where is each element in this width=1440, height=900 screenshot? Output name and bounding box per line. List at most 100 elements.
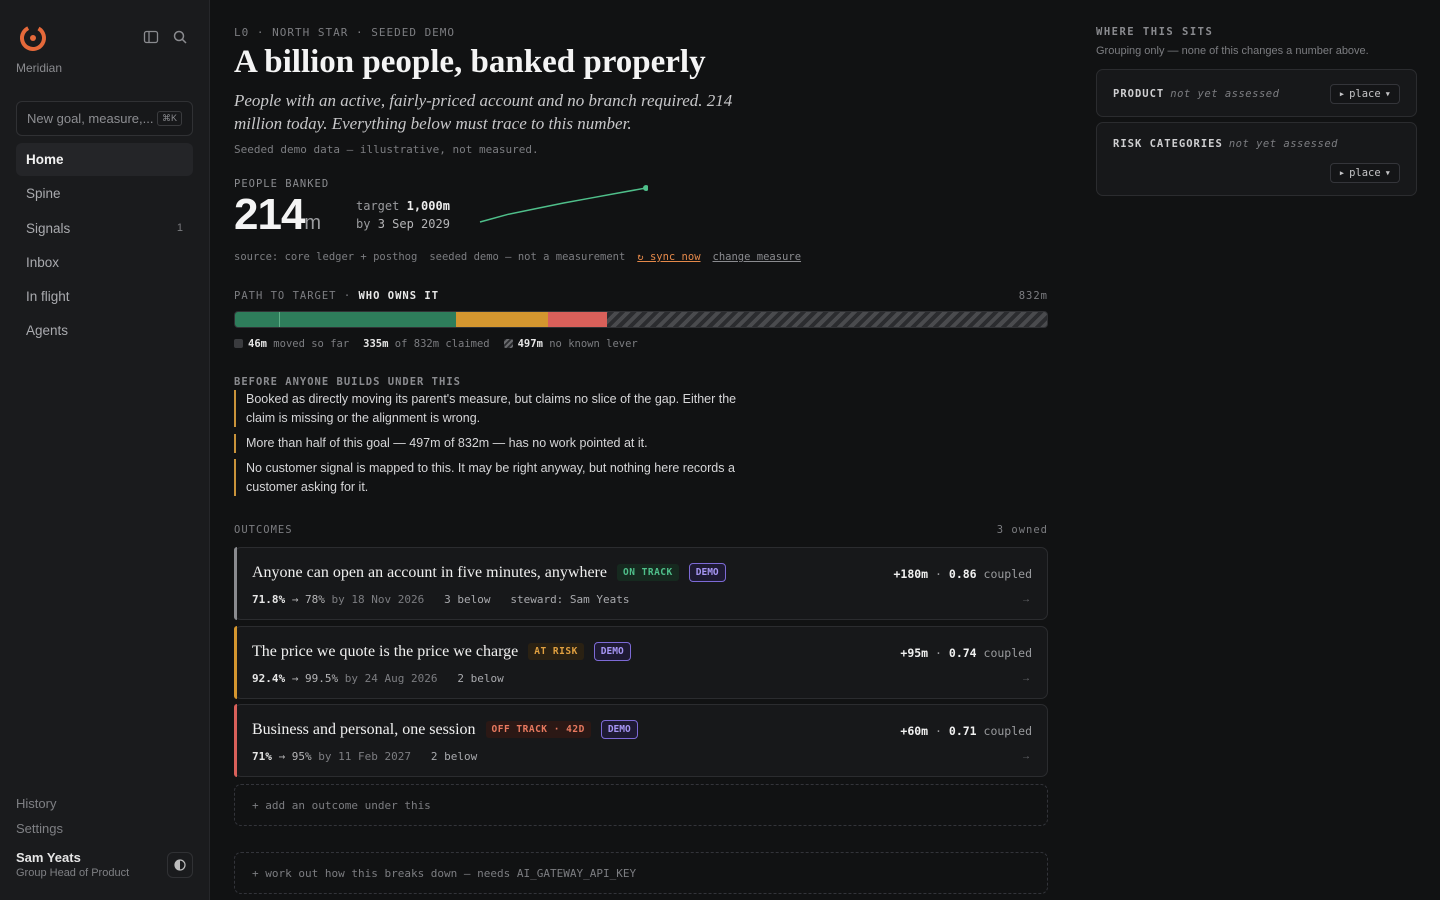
target-value: 1,000m (406, 199, 450, 213)
outcomes-heading: OUTCOMES (234, 524, 293, 536)
outcome-title-row: Business and personal, one session OFF TR… (252, 720, 638, 739)
sidebar-item-signals[interactable]: Signals 1 (16, 212, 193, 245)
card-label: RISK CATEGORIES (1113, 138, 1223, 150)
outcome-title: The price we quote is the price we charg… (252, 642, 519, 660)
outcome-meta: 71% → 95% by 11 Feb 2027 2 below (252, 750, 497, 763)
path-segment (235, 312, 280, 327)
demo-badge: DEMO (593, 642, 631, 661)
new-goal-search-input[interactable]: New goal, measure,... ⌘K (16, 101, 193, 136)
sidebar-item-inbox[interactable]: Inbox (16, 246, 193, 279)
outcome-below-count: 3 below (444, 593, 491, 606)
outcome-date: by 24 Aug 2026 (344, 672, 438, 685)
demo-badge: DEMO (600, 720, 638, 739)
outcome-below-count: 2 below (457, 672, 504, 685)
sidebar: Meridian New goal, measure,... ⌘K Home S… (0, 0, 210, 900)
sidebar-item-label: Inbox (26, 254, 60, 270)
main-content: L0 · NORTH STAR · SEEDED DEMO A billion … (234, 0, 1048, 900)
sync-now-link[interactable]: ↻ sync now (637, 251, 701, 263)
outcome-card[interactable]: The price we quote is the price we charg… (234, 626, 1048, 699)
contrast-icon (174, 859, 186, 871)
path-total: 832m (1018, 290, 1048, 302)
path-segment (548, 312, 607, 327)
sidebar-item-in-flight[interactable]: In flight (16, 280, 193, 313)
outcome-steward: steward: Sam Yeats (510, 593, 630, 606)
metric-source-row: source: core ledger + posthog seeded dem… (234, 251, 801, 263)
add-outcome-label: + add an outcome under this (252, 798, 431, 812)
add-outcome-button[interactable]: + add an outcome under this (234, 784, 1048, 826)
history-link[interactable]: History (16, 796, 57, 811)
coupled-value: 0.86 (948, 567, 977, 581)
card-status: not yet assessed (1170, 88, 1280, 100)
impact-value: +60m (900, 724, 929, 738)
place-button[interactable]: ▸ place ▾ (1329, 84, 1400, 104)
warning-item: Booked as directly moving its parent's m… (234, 390, 754, 427)
theme-toggle-button[interactable] (167, 852, 193, 878)
metric-number: 214 (234, 190, 305, 239)
path-owner-label: WHO OWNS IT (358, 290, 440, 302)
outcomes-header: OUTCOMES 3 owned (234, 524, 1048, 536)
metric-source: source: core ledger + posthog (234, 251, 418, 263)
product-label: PRODUCT not yet assessed (1113, 88, 1279, 100)
outcome-card[interactable]: Business and personal, one session OFF TR… (234, 704, 1048, 777)
outcome-current: 92.4% (252, 672, 286, 685)
legend-swatch (234, 339, 243, 348)
outcome-target: → 95% (278, 750, 312, 763)
status-badge: AT RISK (528, 643, 584, 660)
impact-value: +95m (900, 646, 929, 660)
sidebar-item-label: Signals (26, 220, 71, 236)
outcome-card[interactable]: Anyone can open an account in five minut… (234, 547, 1048, 620)
sidebar-toggle-icon[interactable] (143, 29, 159, 45)
target-date: 3 Sep 2029 (377, 217, 450, 231)
coupled-value: 0.71 (948, 724, 977, 738)
coupled-value: 0.74 (948, 646, 977, 660)
warning-item: More than half of this goal — 497m of 83… (234, 434, 754, 453)
outcome-current: 71% (252, 750, 272, 763)
panel-subtitle: Grouping only — none of this changes a n… (1096, 45, 1369, 57)
trend-sparkline (479, 185, 648, 223)
meridian-logo-icon[interactable] (18, 22, 48, 52)
search-icon[interactable] (172, 29, 188, 45)
status-badge: ON TRACK (616, 564, 679, 581)
path-label: PATH TO TARGET (234, 290, 337, 302)
page-title: A billion people, banked properly (234, 44, 706, 80)
settings-link[interactable]: Settings (16, 821, 63, 836)
sidebar-item-agents[interactable]: Agents (16, 314, 193, 347)
breadcrumb: L0 · NORTH STAR · SEEDED DEMO (234, 26, 456, 39)
sidebar-item-home[interactable]: Home (16, 143, 193, 176)
metric-note: seeded demo — not a measurement (429, 251, 626, 263)
outcome-impact: +60m · 0.71 coupled (900, 724, 1032, 738)
sidebar-item-label: Agents (26, 323, 69, 339)
arrow-right-icon: → (1021, 673, 1031, 684)
legend-text: no known lever (549, 338, 638, 350)
chevron-down-icon: ▾ (1384, 88, 1391, 100)
legend-swatch-hatched (503, 339, 513, 348)
risk-label: RISK CATEGORIES not yet assessed (1113, 138, 1338, 150)
path-header: PATH TO TARGET · WHO OWNS IT 832m (234, 290, 1048, 302)
place-label: place (1349, 88, 1381, 100)
outcome-impact: +180m · 0.86 coupled (893, 567, 1032, 581)
metric-label: PEOPLE BANKED (234, 178, 330, 190)
status-accent-bar (234, 547, 237, 620)
legend-text: of 832m claimed (394, 338, 490, 350)
target-prefix: target (356, 199, 400, 213)
legend-claimed: 335m of 832m claimed (363, 338, 489, 350)
outcome-title-row: The price we quote is the price we charg… (252, 642, 631, 661)
coupled-label: coupled (983, 724, 1032, 738)
sidebar-item-spine[interactable]: Spine (16, 177, 193, 210)
legend-value: 335m (363, 338, 389, 350)
path-to-target-bar (234, 311, 1048, 328)
breakdown-button[interactable]: + work out how this breaks down — needs … (234, 852, 1048, 894)
legend-text: moved so far (273, 338, 350, 350)
user-name: Sam Yeats (16, 850, 81, 865)
outcome-title: Business and personal, one session (252, 720, 476, 738)
change-measure-link[interactable]: change measure (712, 251, 802, 263)
place-button[interactable]: ▸ place ▾ (1329, 163, 1400, 183)
signals-count-badge: 1 (176, 222, 183, 235)
risk-categories-card: RISK CATEGORIES not yet assessed ▸ place … (1096, 122, 1417, 196)
chevron-down-icon: ▾ (1384, 167, 1391, 179)
warning-item: No customer signal is mapped to this. It… (234, 459, 754, 496)
outcomes-count: 3 owned (996, 524, 1048, 536)
demo-badge: DEMO (688, 563, 726, 582)
sidebar-nav: Home Spine Signals 1 Inbox In flight Agen… (16, 143, 193, 349)
place-label: place (1349, 167, 1381, 179)
